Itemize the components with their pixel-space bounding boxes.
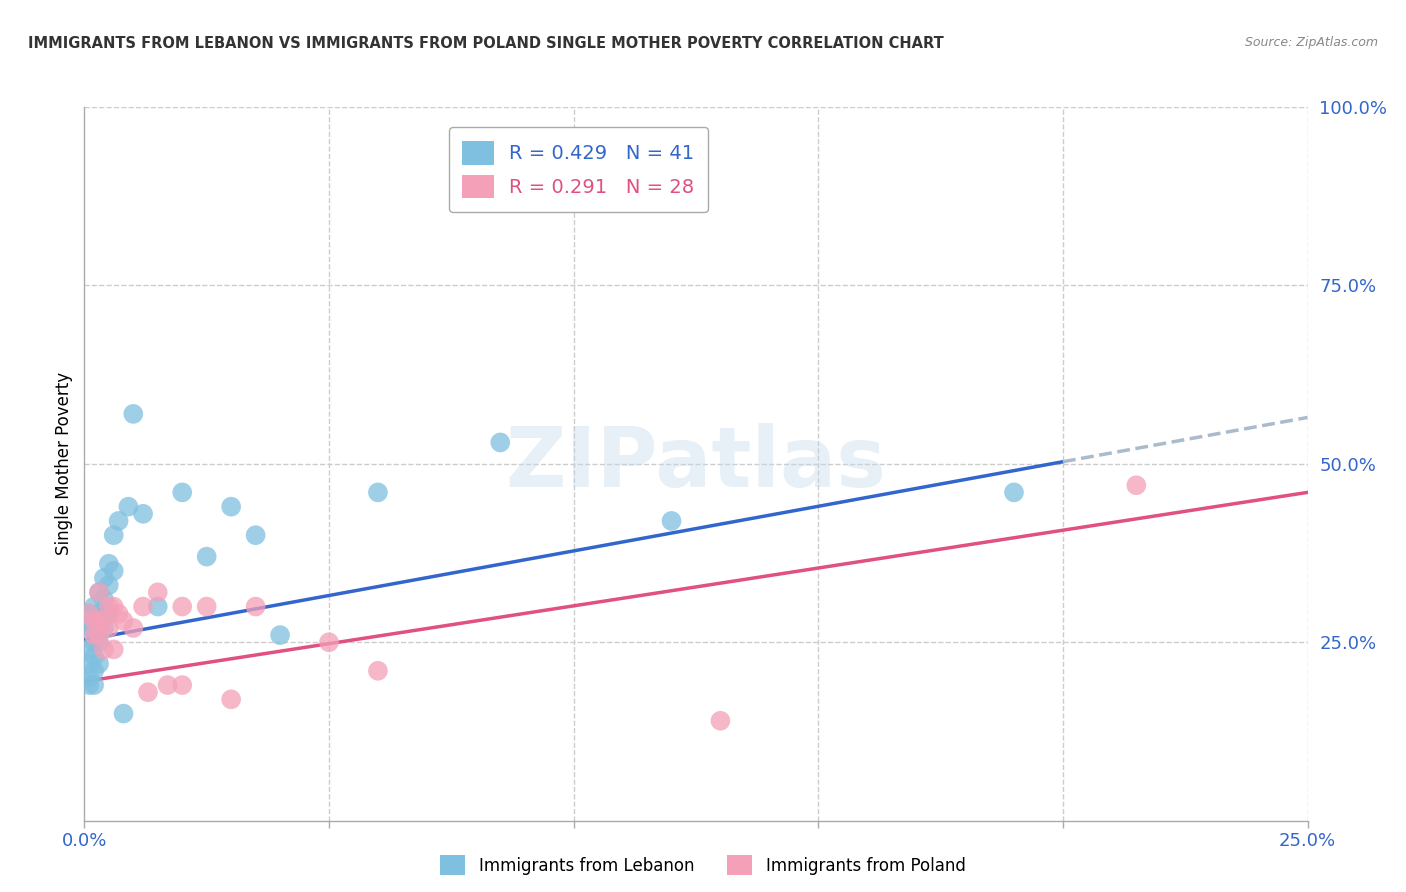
Point	[112, 706, 135, 721]
Point	[122, 621, 145, 635]
Point	[97, 607, 120, 621]
Point	[87, 657, 110, 671]
Point	[107, 607, 129, 621]
Point	[93, 571, 115, 585]
Point	[661, 514, 683, 528]
Point	[87, 621, 110, 635]
Point	[77, 657, 100, 671]
Point	[103, 599, 125, 614]
Point	[83, 621, 105, 635]
Point	[83, 599, 105, 614]
Point	[318, 635, 340, 649]
Text: IMMIGRANTS FROM LEBANON VS IMMIGRANTS FROM POLAND SINGLE MOTHER POVERTY CORRELAT: IMMIGRANTS FROM LEBANON VS IMMIGRANTS FR…	[28, 36, 943, 51]
Point	[87, 628, 110, 642]
Point	[146, 585, 169, 599]
Point	[367, 485, 389, 500]
Point	[132, 599, 155, 614]
Point	[172, 485, 194, 500]
Point	[219, 500, 242, 514]
Text: ZIPatlas: ZIPatlas	[506, 424, 886, 504]
Text: Source: ZipAtlas.com: Source: ZipAtlas.com	[1244, 36, 1378, 49]
Point	[195, 549, 218, 564]
Point	[709, 714, 731, 728]
Point	[87, 585, 110, 599]
Point	[107, 514, 129, 528]
Point	[156, 678, 179, 692]
Point	[136, 685, 159, 699]
Point	[269, 628, 291, 642]
Point	[103, 564, 125, 578]
Point	[93, 621, 115, 635]
Point	[87, 607, 110, 621]
Point	[77, 607, 100, 621]
Point	[103, 528, 125, 542]
Point	[87, 635, 110, 649]
Point	[83, 678, 105, 692]
Point	[87, 585, 110, 599]
Point	[83, 635, 105, 649]
Point	[93, 592, 115, 607]
Point	[97, 621, 120, 635]
Point	[1125, 478, 1147, 492]
Point	[103, 642, 125, 657]
Point	[83, 649, 105, 664]
Point	[117, 500, 139, 514]
Point	[122, 407, 145, 421]
Point	[77, 607, 100, 621]
Legend: Immigrants from Lebanon, Immigrants from Poland: Immigrants from Lebanon, Immigrants from…	[432, 847, 974, 884]
Legend: R = 0.429   N = 41, R = 0.291   N = 28: R = 0.429 N = 41, R = 0.291 N = 28	[449, 128, 707, 212]
Point	[1002, 485, 1025, 500]
Point	[77, 642, 100, 657]
Point	[97, 599, 120, 614]
Point	[219, 692, 242, 706]
Y-axis label: Single Mother Poverty: Single Mother Poverty	[55, 372, 73, 556]
Point	[172, 599, 194, 614]
Point	[97, 578, 120, 592]
Point	[77, 621, 100, 635]
Point	[146, 599, 169, 614]
Point	[77, 671, 100, 685]
Point	[172, 678, 194, 692]
Point	[132, 507, 155, 521]
Point	[87, 614, 110, 628]
Point	[245, 599, 267, 614]
Point	[77, 678, 100, 692]
Point	[112, 614, 135, 628]
Point	[93, 607, 115, 621]
Point	[367, 664, 389, 678]
Point	[83, 628, 105, 642]
Point	[97, 557, 120, 571]
Point	[93, 642, 115, 657]
Point	[93, 614, 115, 628]
Point	[245, 528, 267, 542]
Point	[195, 599, 218, 614]
Point	[489, 435, 512, 450]
Point	[83, 614, 105, 628]
Point	[83, 664, 105, 678]
